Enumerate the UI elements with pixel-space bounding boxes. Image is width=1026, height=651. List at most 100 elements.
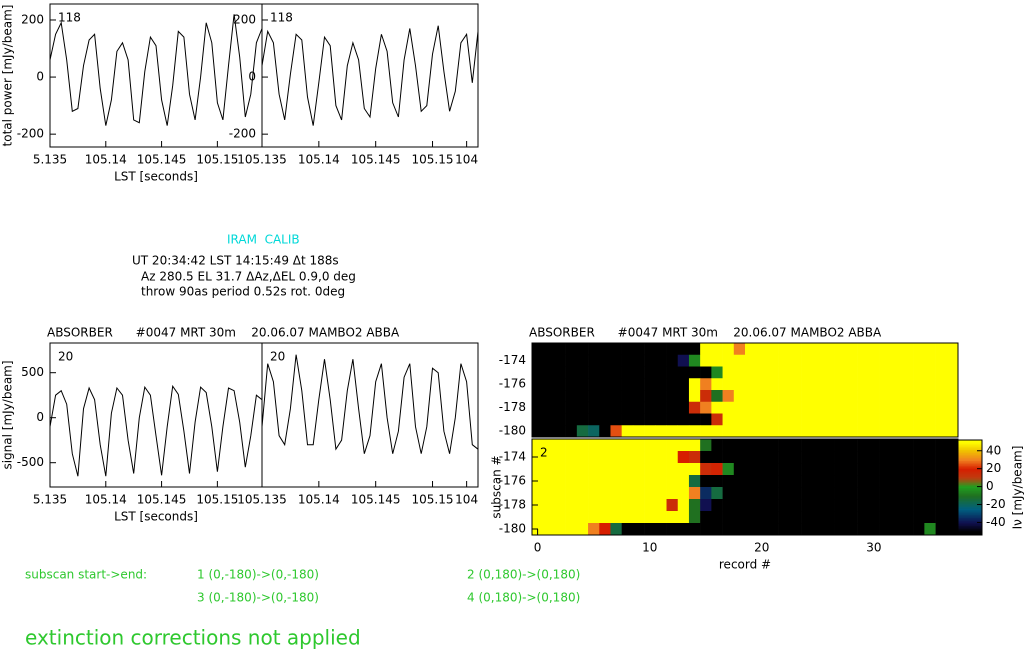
- panel-label: 118: [270, 11, 293, 25]
- heat-cell: [543, 366, 555, 379]
- heat-cell: [935, 463, 948, 476]
- heat-cell: [655, 487, 667, 500]
- heat-cell: [946, 499, 959, 512]
- heat-cell: [946, 451, 959, 464]
- heat-cell: [554, 475, 566, 488]
- heat-cell: [879, 413, 892, 426]
- heat-cell: [588, 475, 600, 488]
- heat-cell: [913, 487, 925, 500]
- colorbar-strip: [958, 443, 982, 446]
- heat-cell: [834, 390, 847, 403]
- heat-cell: [778, 475, 791, 488]
- heat-cell: [845, 390, 858, 403]
- heat-cell: [722, 523, 735, 536]
- heat-cell: [711, 499, 723, 512]
- heat-cell: [913, 439, 925, 452]
- colorbar-strip: [958, 516, 982, 519]
- heat-cell: [700, 366, 712, 379]
- heat-cell: [801, 366, 813, 379]
- heat-cell: [756, 343, 768, 356]
- heat-cell: [745, 366, 757, 379]
- y-tick-label: -200: [229, 127, 256, 141]
- heat-cell: [778, 425, 791, 438]
- heat-cell: [621, 523, 634, 536]
- heat-cell: [857, 487, 869, 500]
- heat-cell: [868, 343, 880, 356]
- heat-cell: [789, 487, 802, 500]
- colorbar-strip: [958, 481, 982, 484]
- heat-cell: [554, 413, 566, 426]
- heat-cell: [767, 499, 779, 512]
- heat-cell: [655, 425, 667, 438]
- x-tick-label: 105.145: [137, 153, 187, 167]
- heat-cell: [834, 523, 847, 536]
- heat-cell: [868, 439, 880, 452]
- heat-cell: [823, 390, 835, 403]
- colorbar-strip: [958, 466, 982, 469]
- heat-cell: [588, 366, 600, 379]
- heat-cell: [722, 354, 735, 367]
- heat-cell: [688, 439, 701, 452]
- y-tick-label: -174: [499, 450, 526, 464]
- heat-cell: [722, 463, 735, 476]
- heat-cell: [621, 401, 634, 414]
- heat-cell: [677, 413, 690, 426]
- colorbar-strip: [958, 447, 982, 450]
- heat-cell: [845, 511, 858, 524]
- heat-cell: [801, 378, 813, 391]
- heat-cell: [632, 366, 645, 379]
- x-axis-label: LST [seconds]: [114, 510, 198, 524]
- heat-cell: [946, 463, 959, 476]
- heat-cell: [588, 487, 600, 500]
- heat-cell: [565, 523, 578, 536]
- heat-cell: [845, 413, 858, 426]
- y-axis-label: signal [mJy/beam]: [1, 360, 15, 469]
- heat-cell: [565, 451, 578, 464]
- heat-cell: [789, 463, 802, 476]
- heat-cell: [812, 499, 824, 512]
- heat-cell: [588, 523, 600, 536]
- heat-cell: [621, 487, 634, 500]
- heat-cell: [924, 343, 936, 356]
- heat-cell: [632, 523, 645, 536]
- colorbar-strip: [958, 449, 982, 452]
- heat-cell: [845, 439, 858, 452]
- colorbar-strip: [958, 497, 982, 500]
- heat-cell: [868, 401, 880, 414]
- heat-cell: [688, 451, 701, 464]
- heat-cell: [688, 366, 701, 379]
- heat-cell: [711, 463, 723, 476]
- y-axis-label: total power [mJy/beam]: [1, 5, 15, 147]
- heat-cell: [576, 499, 589, 512]
- heat-cell: [924, 425, 936, 438]
- heat-cell: [890, 401, 903, 414]
- heat-cell: [655, 378, 667, 391]
- heat-cell: [543, 439, 555, 452]
- heat-cell: [666, 451, 679, 464]
- heat-cell: [565, 511, 578, 524]
- heat-cell: [554, 401, 566, 414]
- heat-cell: [711, 439, 723, 452]
- heat-cell: [722, 413, 735, 426]
- heat-cell: [935, 366, 948, 379]
- heat-cell: [655, 354, 667, 367]
- heat-cell: [655, 475, 667, 488]
- heat-cell: [610, 439, 622, 452]
- colorbar-strip: [958, 482, 982, 485]
- heat-cell: [610, 413, 622, 426]
- heat-cell: [565, 499, 578, 512]
- heat-cell: [700, 401, 712, 414]
- heat-cell: [655, 439, 667, 452]
- x-tick-label: 0: [534, 541, 542, 555]
- colorbar-tick-label: -40: [986, 515, 1006, 529]
- heat-cell: [845, 354, 858, 367]
- heat-cell: [655, 499, 667, 512]
- plot-frame: [261, 3, 479, 148]
- heat-cell: [644, 401, 656, 414]
- heat-cell: [644, 413, 656, 426]
- signal-trace: [261, 354, 479, 454]
- heat-cell: [644, 451, 656, 464]
- heat-cell: [812, 413, 824, 426]
- heat-cell: [935, 343, 948, 356]
- x-tick-label: 5.135: [33, 153, 67, 167]
